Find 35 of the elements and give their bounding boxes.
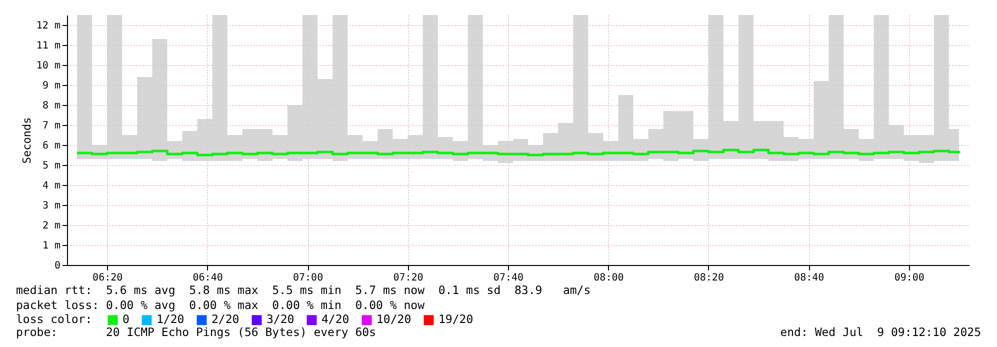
y-axis-title: Seconds: [20, 117, 34, 164]
y-tick-label: 4 m: [42, 180, 60, 192]
y-tick-label: 0: [54, 260, 60, 272]
legend-title: loss color:: [16, 312, 92, 326]
x-tick-label: 06:20: [92, 272, 123, 284]
text: end: Wed Jul 9 09:12:10 2025: [780, 325, 981, 339]
x-tick-label: 07:00: [292, 272, 324, 284]
text: median rtt: 5.6 ms avg 5.8 ms max 5.5 ms min 5.7 ms now 0.1 ms sd 83.9 am/s: [16, 283, 591, 297]
text: probe: 20 ICMP Echo Pings (56 Bytes) every 60s: [16, 325, 376, 339]
y-tick-label: 9 m: [42, 80, 60, 92]
x-tick-label: 08:00: [594, 272, 624, 284]
x-tick-label: 08:40: [794, 272, 824, 284]
y-tick-label: 7 m: [42, 120, 60, 132]
legend-label: 10/20: [376, 312, 412, 326]
legend-label: 4/20: [322, 312, 350, 326]
legend-label: 0: [122, 312, 130, 326]
text: packet loss: 0.00 % avg 0.00 % max 0.00 % min 0.00 % now: [16, 298, 425, 312]
y-tick-label: 2 m: [42, 220, 60, 232]
y-tick-label: 1 m: [42, 240, 60, 252]
x-tick-label: 09:00: [894, 272, 924, 284]
x-tick-label: 07:20: [393, 272, 424, 284]
y-tick-label: 10 m: [36, 60, 60, 72]
legend-label: 2/20: [212, 312, 240, 326]
y-tick-label: 6 m: [42, 140, 60, 152]
x-tick-label: 07:40: [493, 272, 524, 284]
legend-label: 3/20: [266, 312, 294, 326]
x-tick-label: 06:40: [192, 272, 223, 284]
legend-label: 19/20: [438, 312, 474, 326]
legend-label: 1/20: [156, 312, 184, 326]
y-tick-label: 11 m: [36, 40, 60, 52]
y-tick-label: 8 m: [42, 100, 60, 112]
x-tick-label: 08:20: [694, 272, 724, 284]
y-tick-label: 12 m: [36, 20, 60, 32]
y-tick-label: 5 m: [42, 160, 60, 172]
y-tick-label: 3 m: [42, 200, 60, 212]
